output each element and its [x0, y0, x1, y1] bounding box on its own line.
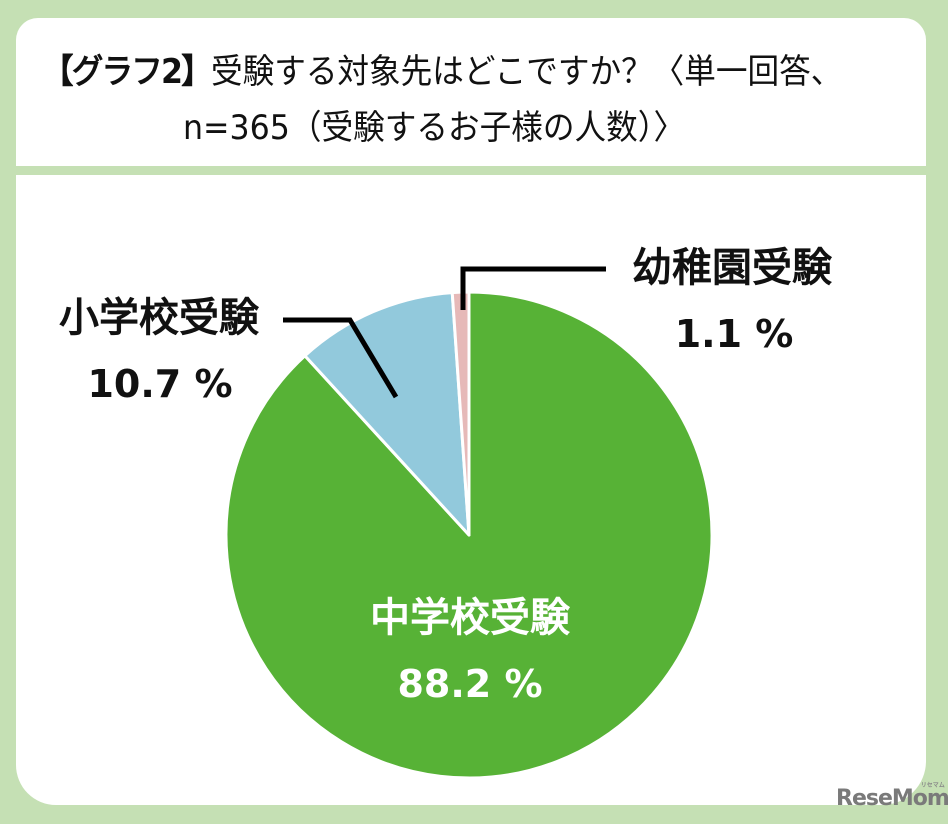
chart-title-line-2: n=365（受験するお子様の人数）〉 — [183, 108, 686, 148]
label-junior-high-value: 88.2 % — [397, 662, 543, 706]
watermark-text: ReseMom — [836, 786, 948, 811]
label-elementary-value: 10.7 % — [87, 362, 233, 406]
chart-title-line-1: 【グラフ2】受験する対象先はどこですか？〈単一回答、 — [42, 52, 842, 92]
pie-slices — [224, 290, 714, 780]
label-elementary-name: 小学校受験 — [59, 295, 259, 341]
watermark-subtext: リセマム — [920, 782, 945, 789]
leader-line-elementary — [283, 317, 399, 399]
chart-title-box: 【グラフ2】受験する対象先はどこですか？〈単一回答、 n=365（受験するお子様… — [16, 18, 926, 166]
chart-question: 受験する対象先はどこですか？〈単一回答、 — [210, 52, 843, 92]
label-junior-high-name: 中学校受験 — [370, 595, 570, 641]
chart-number-tag: 【グラフ2】 — [42, 52, 213, 92]
leader-line-kindergarten — [460, 266, 606, 310]
pie-slice-elementary — [303, 291, 471, 537]
label-kindergarten-value: 1.1 % — [674, 312, 794, 356]
leader-lines — [283, 266, 606, 399]
label-kindergarten-name: 幼稚園受験 — [632, 245, 832, 291]
resemom-watermark-logo: ReseMom リセマム — [836, 782, 948, 811]
